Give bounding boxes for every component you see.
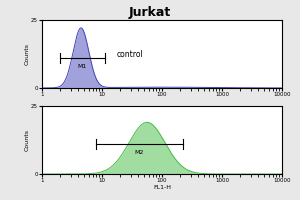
Text: M1: M1 xyxy=(78,64,87,69)
Text: Jurkat: Jurkat xyxy=(129,6,171,19)
Y-axis label: Counts: Counts xyxy=(24,43,29,65)
Y-axis label: Counts: Counts xyxy=(24,129,29,151)
Text: control: control xyxy=(117,50,144,59)
X-axis label: FL1-H: FL1-H xyxy=(153,185,171,190)
Text: M2: M2 xyxy=(135,150,144,155)
